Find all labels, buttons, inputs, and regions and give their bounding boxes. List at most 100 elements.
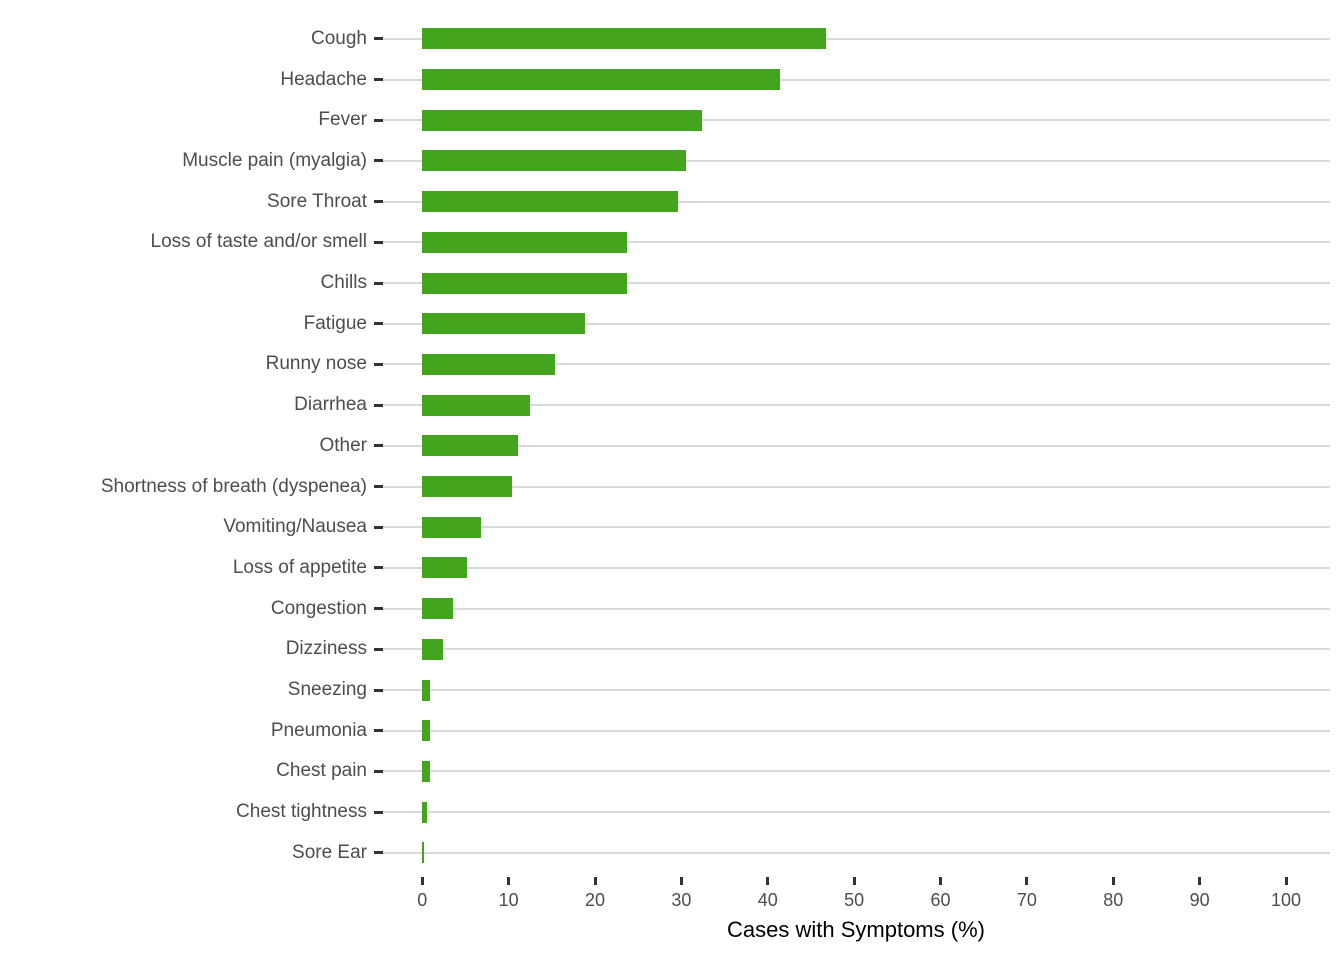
y-axis-tick bbox=[373, 403, 383, 407]
x-axis-tick-label: 40 bbox=[757, 890, 778, 910]
y-axis-tick bbox=[373, 444, 383, 448]
x-axis-tick bbox=[1198, 877, 1202, 885]
category-label: Sneezing bbox=[287, 679, 367, 700]
row-gridline bbox=[382, 689, 1330, 691]
bar bbox=[422, 598, 454, 620]
category-label: Loss of taste and/or smell bbox=[150, 231, 368, 253]
bar bbox=[422, 801, 427, 823]
y-axis-tick bbox=[373, 485, 383, 488]
x-axis-tick-label: 90 bbox=[1189, 890, 1210, 910]
row-gridline bbox=[382, 322, 1330, 325]
row-gridline bbox=[382, 526, 1330, 529]
row-gridline bbox=[382, 37, 1330, 40]
y-axis-tick bbox=[373, 851, 383, 855]
row-gridline bbox=[382, 770, 1330, 773]
category-label: Congestion bbox=[270, 597, 367, 619]
x-axis-tick bbox=[939, 877, 943, 885]
bar bbox=[422, 313, 585, 335]
y-axis-tick bbox=[373, 525, 383, 529]
category-label: Headache bbox=[280, 68, 367, 90]
y-axis-tick bbox=[373, 200, 383, 204]
bar bbox=[422, 476, 513, 497]
y-axis-tick bbox=[373, 78, 383, 81]
y-axis-tick bbox=[373, 769, 383, 773]
x-axis-tick-label: 60 bbox=[930, 890, 951, 910]
category-label: Fatigue bbox=[303, 312, 367, 334]
y-axis-tick bbox=[373, 362, 383, 366]
y-axis-tick bbox=[373, 322, 383, 326]
category-label: Sore Ear bbox=[292, 841, 367, 863]
row-gridline bbox=[382, 648, 1330, 651]
x-axis-tick bbox=[852, 877, 856, 885]
bar bbox=[422, 231, 627, 253]
bar bbox=[422, 760, 431, 782]
x-axis-tick-label: 20 bbox=[585, 890, 606, 910]
row-gridline bbox=[382, 811, 1330, 814]
bar bbox=[422, 150, 686, 172]
x-axis-tick-label: 70 bbox=[1016, 890, 1037, 910]
row-gridline bbox=[382, 404, 1330, 407]
bar bbox=[422, 679, 431, 701]
x-axis-tick bbox=[1111, 877, 1115, 885]
bar bbox=[422, 516, 482, 538]
y-axis-tick bbox=[373, 810, 383, 814]
x-axis-tick-label: 0 bbox=[417, 890, 428, 910]
category-label: Other bbox=[319, 434, 367, 456]
category-label: Vomiting/Nausea bbox=[223, 516, 367, 538]
row-gridline bbox=[382, 485, 1330, 488]
y-axis-tick bbox=[373, 118, 383, 122]
bar bbox=[422, 69, 780, 90]
y-axis-tick bbox=[373, 159, 383, 163]
row-gridline bbox=[382, 851, 1330, 854]
bar bbox=[422, 272, 627, 294]
y-axis-tick bbox=[373, 607, 383, 611]
category-label: Chills bbox=[320, 272, 367, 293]
bar bbox=[422, 557, 468, 579]
x-axis-tick-label: 30 bbox=[671, 890, 692, 910]
category-label: Loss of appetite bbox=[232, 556, 367, 578]
row-gridline bbox=[382, 241, 1330, 244]
x-axis-tick bbox=[593, 877, 597, 885]
bar bbox=[422, 109, 703, 131]
row-gridline bbox=[382, 363, 1330, 366]
y-axis-tick bbox=[373, 729, 383, 733]
x-axis-tick bbox=[679, 877, 683, 885]
row-gridline bbox=[382, 159, 1330, 162]
row-gridline bbox=[382, 200, 1330, 203]
category-label: Chest tightness bbox=[236, 801, 367, 823]
bar bbox=[422, 720, 431, 742]
row-gridline bbox=[382, 78, 1330, 81]
bar bbox=[422, 394, 531, 416]
bar bbox=[422, 638, 444, 660]
x-axis-tick-label: 80 bbox=[1103, 890, 1124, 910]
bar bbox=[422, 28, 826, 50]
row-gridline bbox=[382, 282, 1330, 284]
x-axis-tick bbox=[507, 877, 511, 885]
category-label: Diarrhea bbox=[294, 394, 367, 416]
y-axis-tick bbox=[373, 688, 383, 692]
x-axis-tick bbox=[766, 877, 770, 885]
category-label: Muscle pain (myalgia) bbox=[182, 149, 367, 171]
x-axis-tick bbox=[1025, 877, 1029, 885]
y-axis-tick bbox=[373, 281, 383, 285]
bar bbox=[422, 191, 678, 213]
x-axis-tick-label: 50 bbox=[844, 890, 865, 910]
category-label: Runny nose bbox=[265, 353, 367, 375]
y-axis-tick bbox=[373, 566, 383, 570]
row-gridline bbox=[382, 119, 1330, 122]
x-axis-tick-label: 10 bbox=[498, 890, 519, 910]
category-label: Chest pain bbox=[276, 760, 367, 782]
category-label: Fever bbox=[318, 109, 367, 131]
y-axis-tick bbox=[373, 647, 383, 651]
category-label: Cough bbox=[311, 27, 367, 49]
x-axis-tick-label: 100 bbox=[1270, 890, 1302, 910]
bar bbox=[422, 435, 519, 457]
category-label: Pneumonia bbox=[270, 719, 367, 741]
category-label: Sore Throat bbox=[267, 190, 367, 212]
x-axis-title: Cases with Symptoms (%) bbox=[727, 917, 985, 942]
x-axis-tick bbox=[420, 877, 424, 885]
category-label: Shortness of breath (dyspenea) bbox=[100, 475, 367, 497]
row-gridline bbox=[382, 444, 1330, 447]
bar bbox=[422, 353, 556, 375]
x-axis-tick bbox=[1284, 877, 1288, 885]
